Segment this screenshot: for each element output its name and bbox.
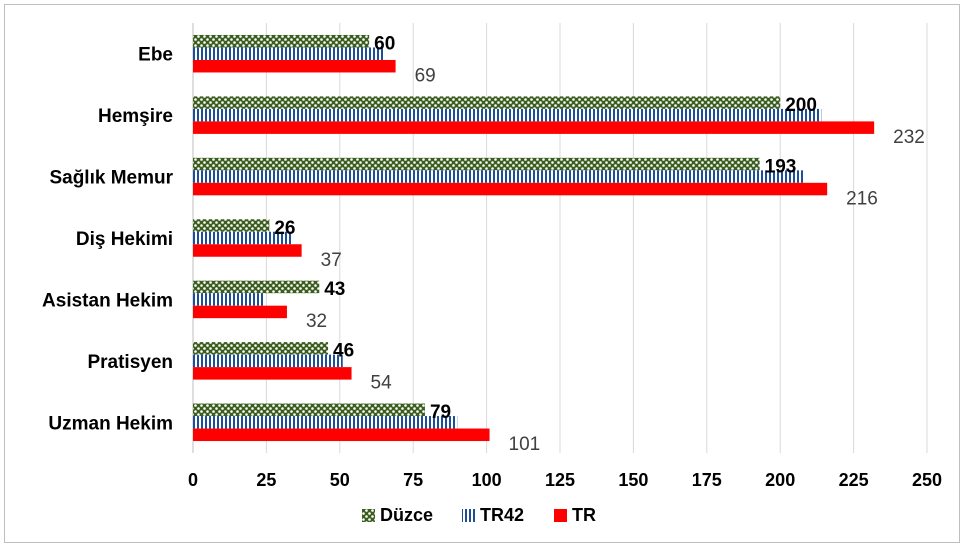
- x-tick-label-100: 100: [472, 470, 502, 490]
- x-tick-label-25: 25: [256, 470, 276, 490]
- x-tick-label-225: 225: [839, 470, 869, 490]
- bar-tr-5: [193, 367, 352, 380]
- x-tick-label-0: 0: [188, 470, 198, 490]
- legend-swatch: [554, 509, 567, 522]
- category-label: Uzman Hekim: [48, 413, 173, 434]
- bar-tr42-4: [193, 293, 264, 306]
- data-label-dzce-0: 60: [374, 33, 395, 54]
- bar-tr-1: [193, 121, 875, 134]
- bar-tr-4: [193, 305, 287, 319]
- legend-item-tr42: TR42: [462, 505, 524, 525]
- data-label-dzce-5: 46: [333, 341, 354, 362]
- x-tick-label-150: 150: [618, 470, 648, 490]
- x-tick-label-125: 125: [545, 470, 575, 490]
- bar-tr42-0: [193, 47, 384, 60]
- legend-label: Düzce: [380, 505, 433, 525]
- bar-chart: 0 25 50 75 100 125 150 175 200 225 250 Ebe 60 69 Hemşi…: [42, 23, 942, 525]
- legend-item-tr: TR: [554, 505, 596, 525]
- legend-swatch: [362, 509, 375, 522]
- x-tick-label-75: 75: [403, 470, 423, 490]
- data-label-tr-5: 54: [371, 373, 393, 394]
- data-label-dzce-4: 43: [324, 279, 345, 300]
- data-label-tr-0: 69: [415, 65, 436, 86]
- bar-tr-3: [193, 244, 302, 257]
- legend-label: TR: [572, 505, 596, 525]
- bar-tr42-3: [193, 231, 293, 245]
- legend-item-dzce: Düzce: [362, 505, 433, 525]
- category-label: Ebe: [138, 45, 173, 66]
- bar-tr42-1: [193, 108, 822, 122]
- x-tick-label-250: 250: [912, 470, 942, 490]
- category-label: Pratisyen: [87, 352, 173, 373]
- bar-tr42-5: [193, 354, 343, 368]
- bar-tr42-6: [193, 416, 458, 429]
- bar-tr42-2: [193, 170, 804, 183]
- data-label-tr-6: 101: [509, 434, 541, 455]
- data-label-tr-2: 216: [846, 188, 878, 209]
- category-label: Asistan Hekim: [42, 290, 173, 311]
- data-label-tr-1: 232: [893, 127, 925, 148]
- category-label: Sağlık Memur: [49, 168, 173, 189]
- chart-frame: 0 25 50 75 100 125 150 175 200 225 250 Ebe 60 69 Hemşi…: [4, 4, 960, 543]
- bar-tr-0: [193, 59, 396, 73]
- bar-dzce-3: [193, 219, 270, 232]
- bar-dzce-4: [193, 280, 320, 294]
- x-tick-label-200: 200: [765, 470, 795, 490]
- bar-dzce-0: [193, 34, 370, 48]
- bar-dzce-6: [193, 403, 425, 417]
- category-label: Diş Hekimi: [76, 229, 173, 250]
- data-label-dzce-2: 193: [765, 156, 797, 177]
- x-tick-label-50: 50: [330, 470, 350, 490]
- category-label: Hemşire: [98, 106, 173, 127]
- legend-swatch: [462, 509, 475, 522]
- data-label-dzce-6: 79: [430, 402, 451, 423]
- bar-dzce-1: [193, 96, 781, 109]
- bar-tr-6: [193, 428, 490, 442]
- data-label-tr-3: 37: [321, 250, 342, 271]
- data-label-tr-4: 32: [306, 311, 327, 332]
- legend-label: TR42: [480, 505, 524, 525]
- bar-tr-2: [193, 182, 828, 196]
- bar-dzce-2: [193, 157, 760, 171]
- bar-dzce-5: [193, 342, 329, 355]
- x-tick-label-175: 175: [692, 470, 722, 490]
- data-label-dzce-3: 26: [274, 218, 295, 239]
- data-label-dzce-1: 200: [785, 95, 817, 116]
